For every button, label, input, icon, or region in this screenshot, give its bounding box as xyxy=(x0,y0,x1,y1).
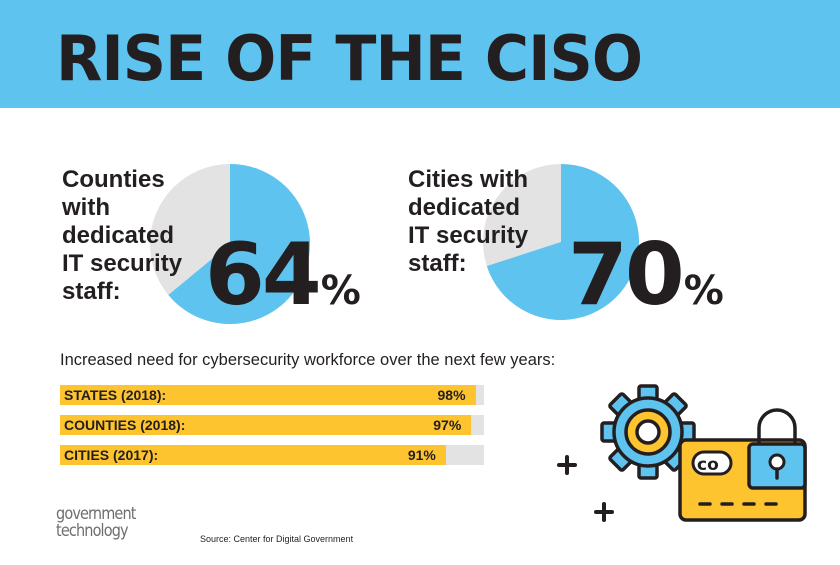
pie-value-percent: % xyxy=(683,268,724,314)
source-note: Source: Center for Digital Government xyxy=(200,534,354,544)
bar-label: STATES (2018): xyxy=(64,387,167,403)
bar-fill xyxy=(60,445,446,465)
pie-slice-value xyxy=(486,164,639,320)
bar-value: 91% xyxy=(407,447,436,463)
bar-row-states: STATES (2018): 98% xyxy=(60,385,484,405)
government-technology-logo: government technology xyxy=(56,506,136,540)
pie-value-percent: % xyxy=(320,268,361,314)
header-banner: RISE OF THE CISO xyxy=(0,0,840,108)
bar-label: COUNTIES (2018): xyxy=(64,417,186,433)
pie-label-cities: Cities with dedicated IT security staff: xyxy=(408,166,529,277)
page-title: RISE OF THE CISO xyxy=(56,22,643,95)
bar-chart-subtitle: Increased need for cybersecurity workfor… xyxy=(60,351,556,369)
bar-value: 98% xyxy=(437,387,466,403)
pie-label-counties: Counties with dedicated IT security staf… xyxy=(62,166,183,305)
bar-row-counties: COUNTIES (2018): 97% xyxy=(60,415,484,435)
logo-line-1: government xyxy=(56,504,136,524)
pie-value-number: 64 xyxy=(205,225,322,325)
pie-chart-counties xyxy=(150,164,310,324)
pie-chart-cities xyxy=(483,164,639,320)
pie-slice-value xyxy=(168,164,310,324)
plus-icon xyxy=(557,455,577,475)
bar-label: CITIES (2017): xyxy=(64,447,159,463)
bar-fill xyxy=(60,385,476,405)
pie-value-number: 70 xyxy=(568,225,685,325)
bar-value: 97% xyxy=(433,417,462,433)
gear-icon xyxy=(600,384,696,480)
bar-row-cities: CITIES (2017): 91% xyxy=(60,445,484,465)
bar-fill xyxy=(60,415,472,435)
padlock-icon xyxy=(747,408,807,490)
security-illustration: co xyxy=(557,384,807,522)
svg-text:co: co xyxy=(697,455,719,475)
plus-icon xyxy=(594,502,614,522)
logo-line-2: technology xyxy=(56,521,129,541)
pie-value-cities: 70% xyxy=(568,232,724,318)
pie-value-counties: 64% xyxy=(205,232,361,318)
